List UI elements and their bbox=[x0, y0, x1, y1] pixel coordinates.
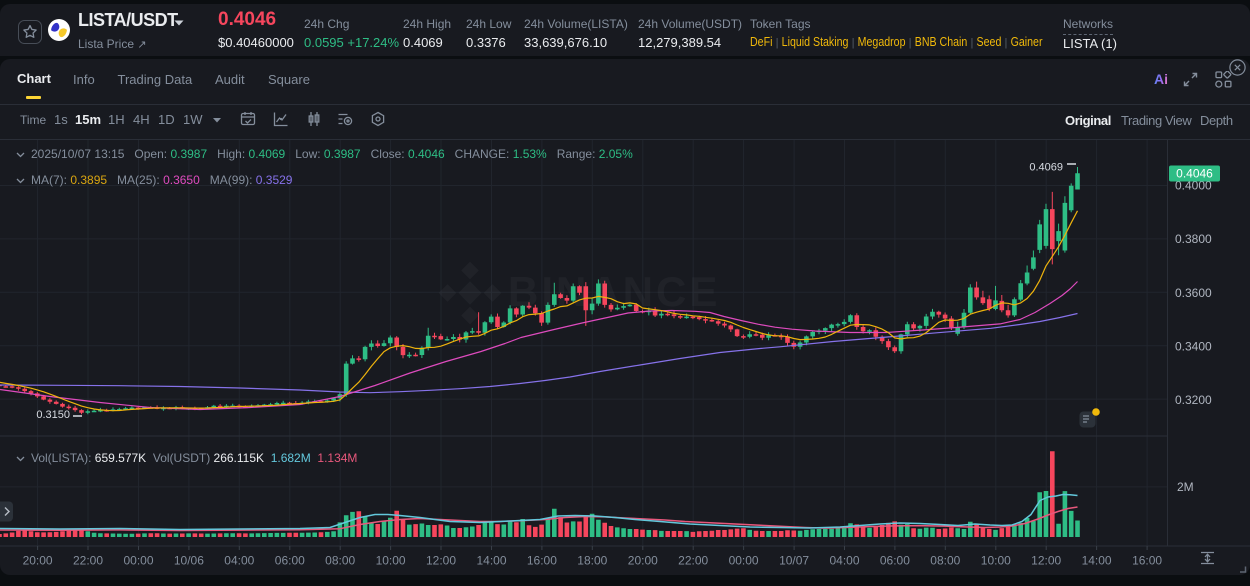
svg-text:14:00: 14:00 bbox=[476, 553, 506, 567]
svg-text:10:00: 10:00 bbox=[376, 553, 406, 567]
svg-text:10/07: 10/07 bbox=[779, 553, 809, 567]
svg-text:0.3600: 0.3600 bbox=[1175, 285, 1212, 299]
svg-text:16:00: 16:00 bbox=[1132, 553, 1162, 567]
svg-text:06:00: 06:00 bbox=[275, 553, 305, 567]
svg-text:0.4000: 0.4000 bbox=[1175, 178, 1212, 192]
svg-text:0.3200: 0.3200 bbox=[1175, 393, 1212, 407]
svg-text:0.4069: 0.4069 bbox=[1029, 161, 1063, 173]
svg-text:04:00: 04:00 bbox=[224, 553, 254, 567]
svg-text:22:00: 22:00 bbox=[73, 553, 103, 567]
svg-text:0.4046: 0.4046 bbox=[1176, 166, 1213, 180]
svg-text:2M: 2M bbox=[1177, 479, 1194, 493]
svg-text:08:00: 08:00 bbox=[325, 553, 355, 567]
svg-text:0.3400: 0.3400 bbox=[1175, 339, 1212, 353]
svg-text:20:00: 20:00 bbox=[23, 553, 53, 567]
svg-text:22:00: 22:00 bbox=[678, 553, 708, 567]
svg-text:16:00: 16:00 bbox=[527, 553, 557, 567]
svg-text:20:00: 20:00 bbox=[628, 553, 658, 567]
svg-text:08:00: 08:00 bbox=[930, 553, 960, 567]
svg-text:00:00: 00:00 bbox=[123, 553, 153, 567]
svg-text:0.3800: 0.3800 bbox=[1175, 232, 1212, 246]
svg-text:04:00: 04:00 bbox=[829, 553, 859, 567]
svg-text:14:00: 14:00 bbox=[1082, 553, 1112, 567]
svg-text:12:00: 12:00 bbox=[1031, 553, 1061, 567]
svg-text:18:00: 18:00 bbox=[577, 553, 607, 567]
svg-text:BINANCE: BINANCE bbox=[508, 268, 720, 315]
svg-text:10/06: 10/06 bbox=[174, 553, 204, 567]
svg-text:10:00: 10:00 bbox=[981, 553, 1011, 567]
svg-text:0.3150: 0.3150 bbox=[36, 409, 70, 421]
svg-text:00:00: 00:00 bbox=[729, 553, 759, 567]
svg-text:12:00: 12:00 bbox=[426, 553, 456, 567]
svg-text:06:00: 06:00 bbox=[880, 553, 910, 567]
